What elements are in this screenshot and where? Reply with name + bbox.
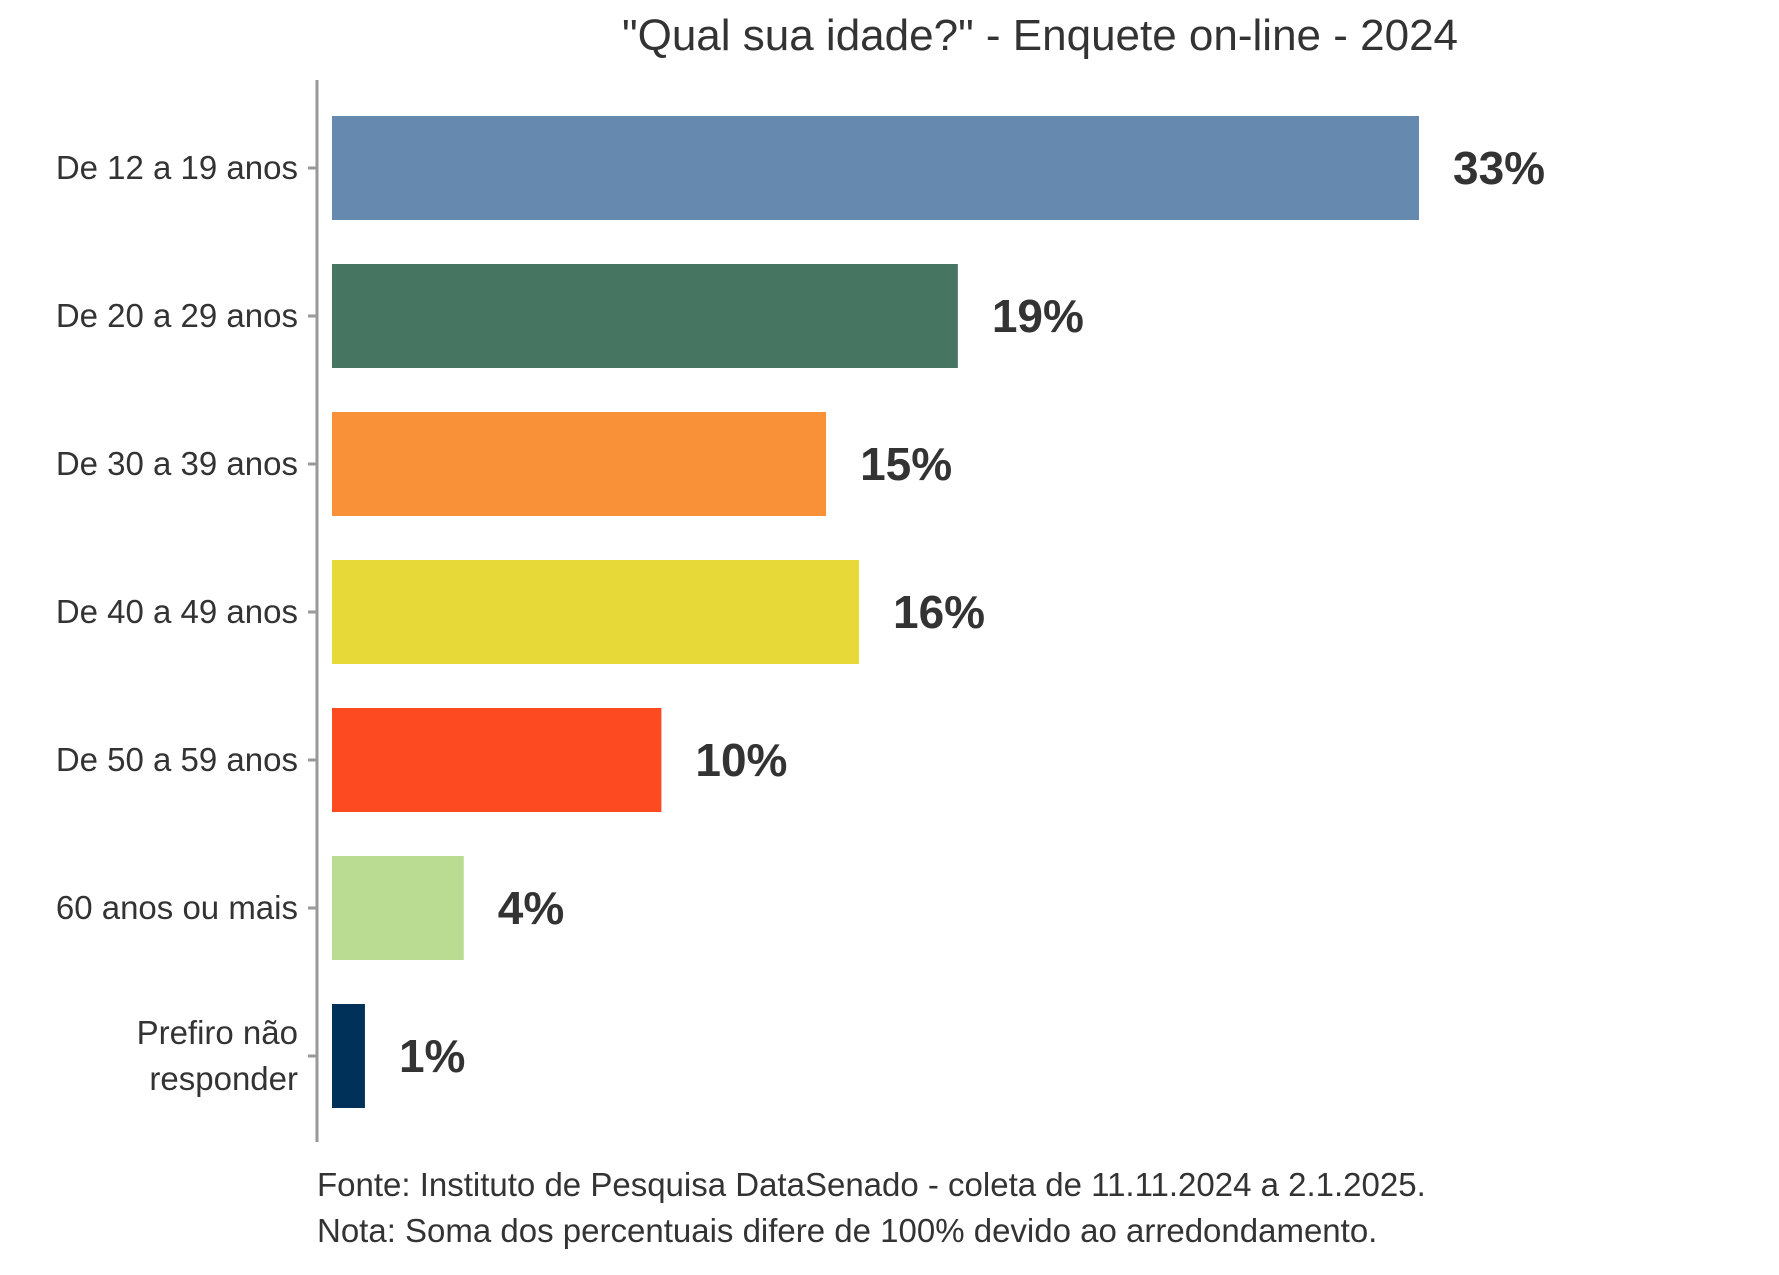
bar-de-40-a-49-anos <box>332 560 860 664</box>
category-label-prefiro-nao-responder: Prefiro não responder <box>137 1014 298 1097</box>
value-label-de-40-a-49-anos: 16% <box>893 586 985 638</box>
category-label-de-40-a-49-anos: De 40 a 49 anos <box>56 593 298 630</box>
bar-prefiro-nao-responder <box>332 1004 365 1108</box>
value-label-de-20-a-29-anos: 19% <box>992 290 1084 342</box>
bar-de-30-a-39-anos <box>332 412 827 516</box>
category-label-de-20-a-29-anos: De 20 a 29 anos <box>56 297 298 334</box>
category-label-de-12-a-19-anos: De 12 a 19 anos <box>56 149 298 186</box>
bars <box>332 116 1419 1108</box>
value-label-de-30-a-39-anos: 15% <box>860 438 952 490</box>
category-label-60-anos-ou-mais: 60 anos ou mais <box>56 889 298 926</box>
category-labels: De 12 a 19 anos De 20 a 29 anos De 30 a 39… <box>56 149 298 1097</box>
category-label-de-30-a-39-anos: De 30 a 39 anos <box>56 445 298 482</box>
value-label-prefiro-nao-responder: 1% <box>399 1030 465 1082</box>
bar-de-50-a-59-anos <box>332 708 662 812</box>
value-label-60-anos-ou-mais: 4% <box>498 882 564 934</box>
chart-title: "Qual sua idade?" - Enquete on-line - 20… <box>622 11 1458 60</box>
bar-de-20-a-29-anos <box>332 264 958 368</box>
bar-60-anos-ou-mais <box>332 856 464 960</box>
value-label-de-12-a-19-anos: 33% <box>1453 142 1545 194</box>
value-labels: 33% 19% 15% 16% 10% 4% 1% <box>399 142 1545 1082</box>
bar-de-12-a-19-anos <box>332 116 1419 220</box>
category-label-de-50-a-59-anos: De 50 a 59 anos <box>56 741 298 778</box>
note-footnote: Nota: Soma dos percentuais difere de 100… <box>317 1212 1378 1249</box>
source-footnote: Fonte: Instituto de Pesquisa DataSenado … <box>317 1166 1426 1203</box>
y-axis-ticks <box>308 166 317 1058</box>
value-label-de-50-a-59-anos: 10% <box>695 734 787 786</box>
